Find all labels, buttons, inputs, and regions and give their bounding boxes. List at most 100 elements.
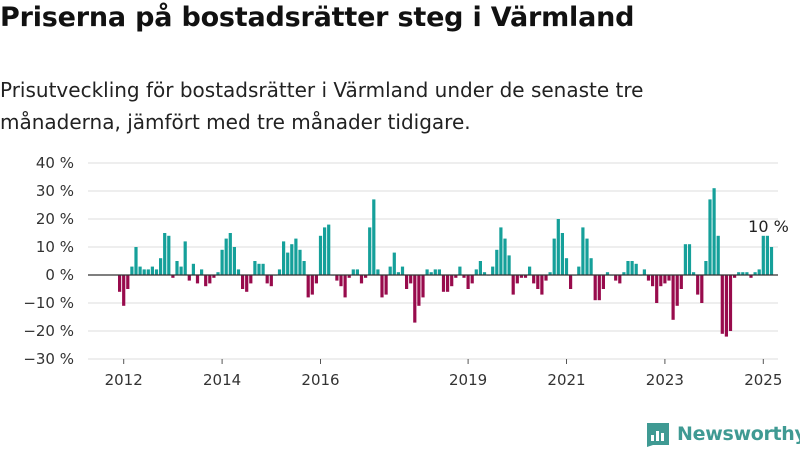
- bar: [261, 263, 265, 275]
- bar: [511, 275, 515, 295]
- bar: [552, 238, 556, 275]
- bar: [458, 266, 462, 275]
- bar: [589, 258, 593, 275]
- bar: [388, 266, 392, 275]
- bar: [708, 199, 712, 275]
- bar: [519, 275, 523, 278]
- bar: [347, 275, 351, 278]
- bar: [253, 261, 257, 275]
- bar: [294, 238, 298, 275]
- bar: [327, 224, 331, 275]
- bar: [220, 249, 224, 275]
- newsworthy-logo-icon: [647, 423, 669, 447]
- bar: [441, 275, 446, 292]
- bar: [634, 263, 638, 275]
- bar: [716, 235, 720, 275]
- x-tick-label: 2023: [646, 371, 684, 389]
- bar: [212, 275, 216, 278]
- bar: [454, 275, 458, 278]
- bar: [384, 275, 388, 295]
- bar: [224, 238, 228, 275]
- bar: [163, 233, 167, 275]
- bar: [298, 249, 302, 275]
- bar: [175, 261, 179, 275]
- bar: [200, 269, 204, 275]
- bar: [265, 275, 269, 284]
- bar: [741, 272, 745, 275]
- bar: [679, 275, 683, 289]
- bar: [335, 275, 339, 281]
- y-tick-label: 10 %: [36, 238, 74, 256]
- bar: [191, 263, 195, 275]
- bar: [515, 275, 519, 284]
- bar: [146, 269, 150, 275]
- bar: [737, 272, 741, 275]
- newsworthy-logo: Newsworthy: [645, 420, 800, 448]
- y-tick-label: 20 %: [36, 210, 74, 228]
- bars: [118, 188, 774, 337]
- bar: [528, 266, 532, 275]
- bar: [245, 275, 249, 292]
- bar: [769, 247, 774, 275]
- bar: [171, 275, 175, 278]
- bar: [499, 227, 503, 275]
- y-tick-label: −20 %: [23, 322, 74, 340]
- bar: [491, 266, 495, 275]
- bar: [364, 275, 368, 278]
- bar: [134, 247, 138, 275]
- bar: [663, 275, 667, 284]
- bar: [425, 269, 429, 275]
- bar: [400, 266, 405, 275]
- bar: [318, 235, 323, 275]
- bar: [351, 269, 355, 275]
- bar: [122, 275, 126, 306]
- bar: [700, 275, 704, 303]
- bar: [433, 269, 437, 275]
- bar: [179, 266, 183, 275]
- chart-subtitle: Prisutveckling för bostadsrätter i Värml…: [0, 78, 644, 134]
- y-tick-label: 0 %: [45, 266, 74, 284]
- y-tick-label: 40 %: [36, 154, 74, 172]
- y-tick-label: −10 %: [23, 294, 74, 312]
- bar: [130, 266, 134, 275]
- bar: [659, 275, 663, 287]
- x-tick-label: 2025: [744, 371, 782, 389]
- bar: [150, 266, 154, 275]
- bar: [282, 241, 286, 275]
- last-value-annotation: 10 %: [748, 217, 789, 236]
- bar: [450, 275, 454, 287]
- bar: [232, 247, 236, 275]
- bar: [228, 233, 232, 275]
- bar: [314, 275, 318, 284]
- bar: [409, 275, 413, 284]
- bar: [187, 275, 191, 281]
- bar: [359, 275, 364, 284]
- bar: [556, 219, 560, 275]
- bar: [614, 275, 618, 281]
- bar: [421, 275, 425, 298]
- x-tick-label: 2014: [203, 371, 241, 389]
- bar: [577, 266, 581, 275]
- bar: [392, 252, 396, 275]
- bar: [720, 275, 724, 334]
- bar: [462, 275, 466, 278]
- bar: [692, 272, 696, 275]
- y-tick-label: 30 %: [36, 182, 74, 200]
- y-tick-label: −30 %: [23, 350, 74, 368]
- bar: [601, 275, 605, 289]
- bar: [343, 275, 347, 298]
- bar: [466, 275, 470, 289]
- bar: [733, 275, 737, 278]
- bar: [154, 269, 159, 275]
- bar: [372, 199, 376, 275]
- bar: [405, 275, 409, 289]
- bar: [142, 269, 146, 275]
- bar: [355, 269, 359, 275]
- bar: [167, 235, 171, 275]
- bar: [683, 244, 687, 275]
- bar: [396, 272, 400, 275]
- bar: [544, 275, 548, 281]
- bar: [204, 275, 208, 287]
- grid-lines: [88, 162, 778, 360]
- bar: [368, 227, 372, 275]
